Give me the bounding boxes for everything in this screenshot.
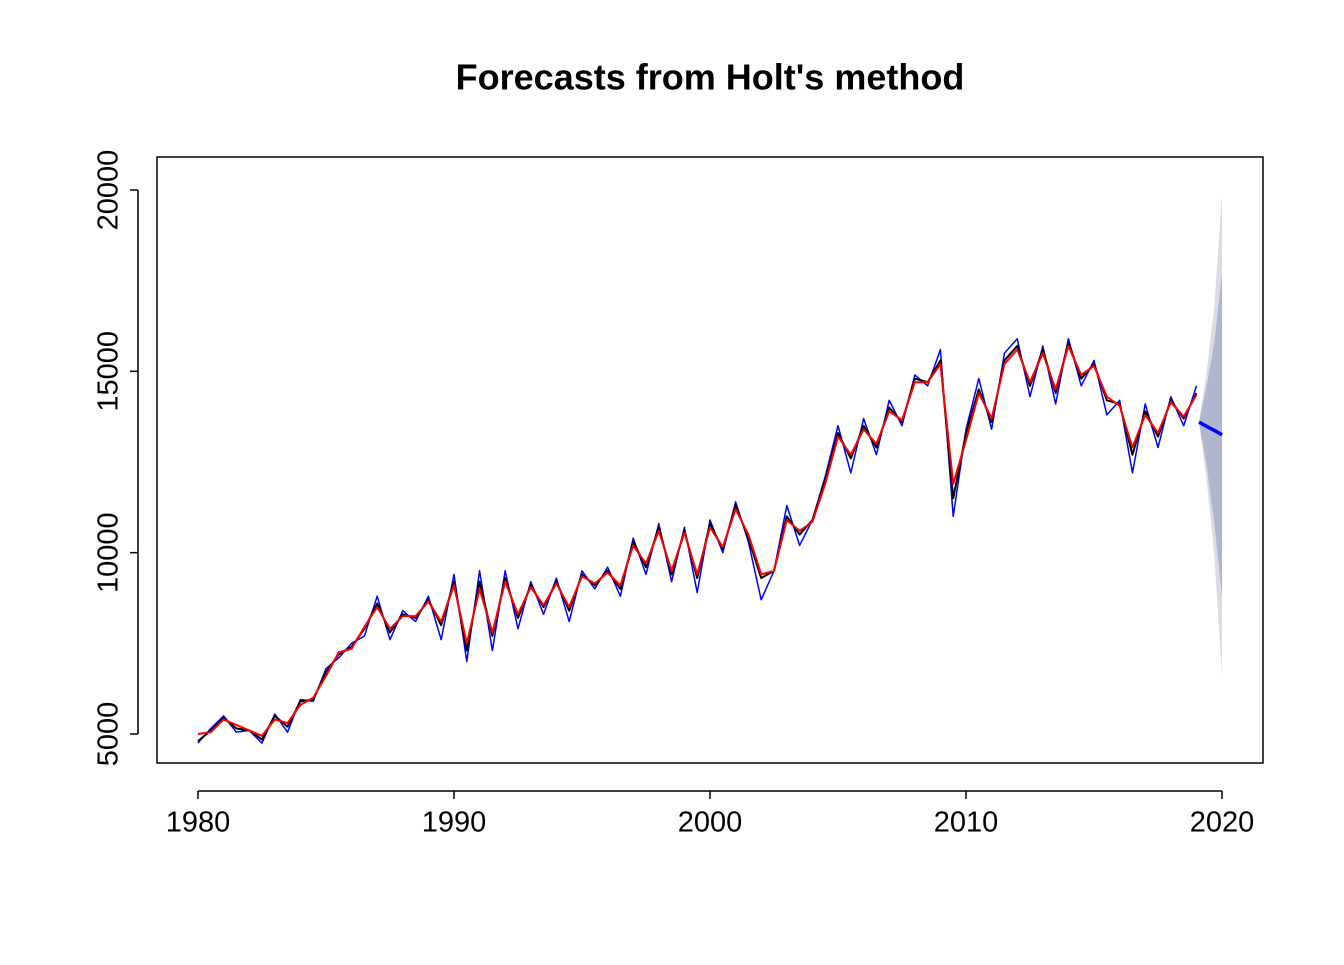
- series-line: [197, 341, 1198, 743]
- forecast-line: [1198, 420, 1223, 437]
- plot-box: [156, 156, 1264, 764]
- y-tick-label: 15000: [93, 331, 125, 412]
- y-tick-label: 10000: [93, 512, 125, 593]
- x-tick-label: 1990: [422, 807, 487, 839]
- x-tick-label: 2020: [1190, 807, 1255, 839]
- y-tick-label: 5000: [93, 702, 125, 767]
- y-tick-label: 20000: [93, 150, 125, 231]
- series-line: [197, 344, 1198, 737]
- x-tick-label: 2000: [678, 807, 743, 839]
- interval-80: [1198, 273, 1223, 597]
- series-line: [197, 337, 1198, 744]
- chart-title: Forecasts from Holt's method: [456, 57, 965, 98]
- x-tick-label: 2010: [934, 807, 999, 839]
- x-tick-label: 1980: [166, 807, 231, 839]
